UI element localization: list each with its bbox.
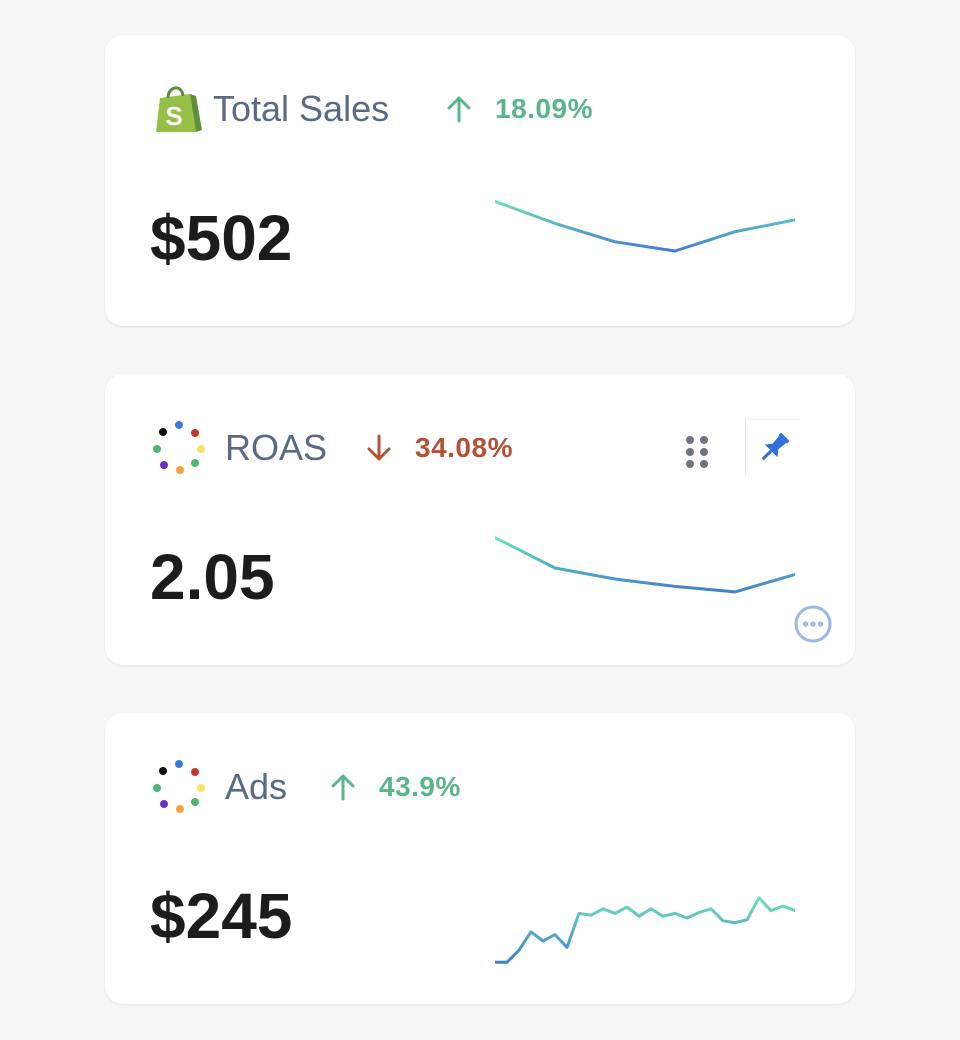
metric-value: 2.05: [150, 541, 275, 613]
arrow-up-icon: [447, 96, 471, 123]
card-title: Ads: [225, 766, 288, 807]
change-percent: 34.08%: [415, 432, 513, 463]
roas-card[interactable]: ROAS 34.08% 2.05: [105, 374, 855, 665]
metric-value: $502: [150, 202, 293, 274]
change-percent: 18.09%: [495, 93, 593, 124]
change-indicator: 34.08%: [363, 428, 513, 468]
shopify-logo-letter: S: [165, 101, 182, 131]
sparkline-series: [495, 538, 795, 592]
more-options-icon[interactable]: [793, 604, 833, 644]
change-indicator: 43.9%: [327, 767, 461, 807]
shopify-bag-icon: S: [156, 86, 202, 132]
dot-ring-logo-icon: [153, 760, 205, 813]
sparkline-chart: [495, 868, 795, 968]
drag-handle-icon[interactable]: [683, 434, 711, 470]
ads-card[interactable]: Ads 43.9% $245: [105, 713, 855, 1004]
card-title: ROAS: [225, 427, 328, 468]
card-title: Total Sales: [213, 88, 390, 129]
sparkline-chart: [495, 529, 795, 629]
arrow-down-icon: [367, 434, 391, 461]
sparkline-series: [495, 201, 795, 251]
arrow-up-icon: [331, 774, 355, 801]
change-percent: 43.9%: [379, 771, 461, 802]
sparkline-chart: [495, 190, 795, 290]
change-indicator: 18.09%: [443, 89, 593, 129]
sparkline-series: [495, 898, 795, 962]
metric-value: $245: [150, 880, 293, 952]
pin-button[interactable]: [745, 419, 801, 475]
total-sales-card[interactable]: S Total Sales 18.09% $502: [105, 35, 855, 326]
dot-ring-logo-icon: [153, 421, 205, 474]
pin-icon: [761, 432, 789, 460]
